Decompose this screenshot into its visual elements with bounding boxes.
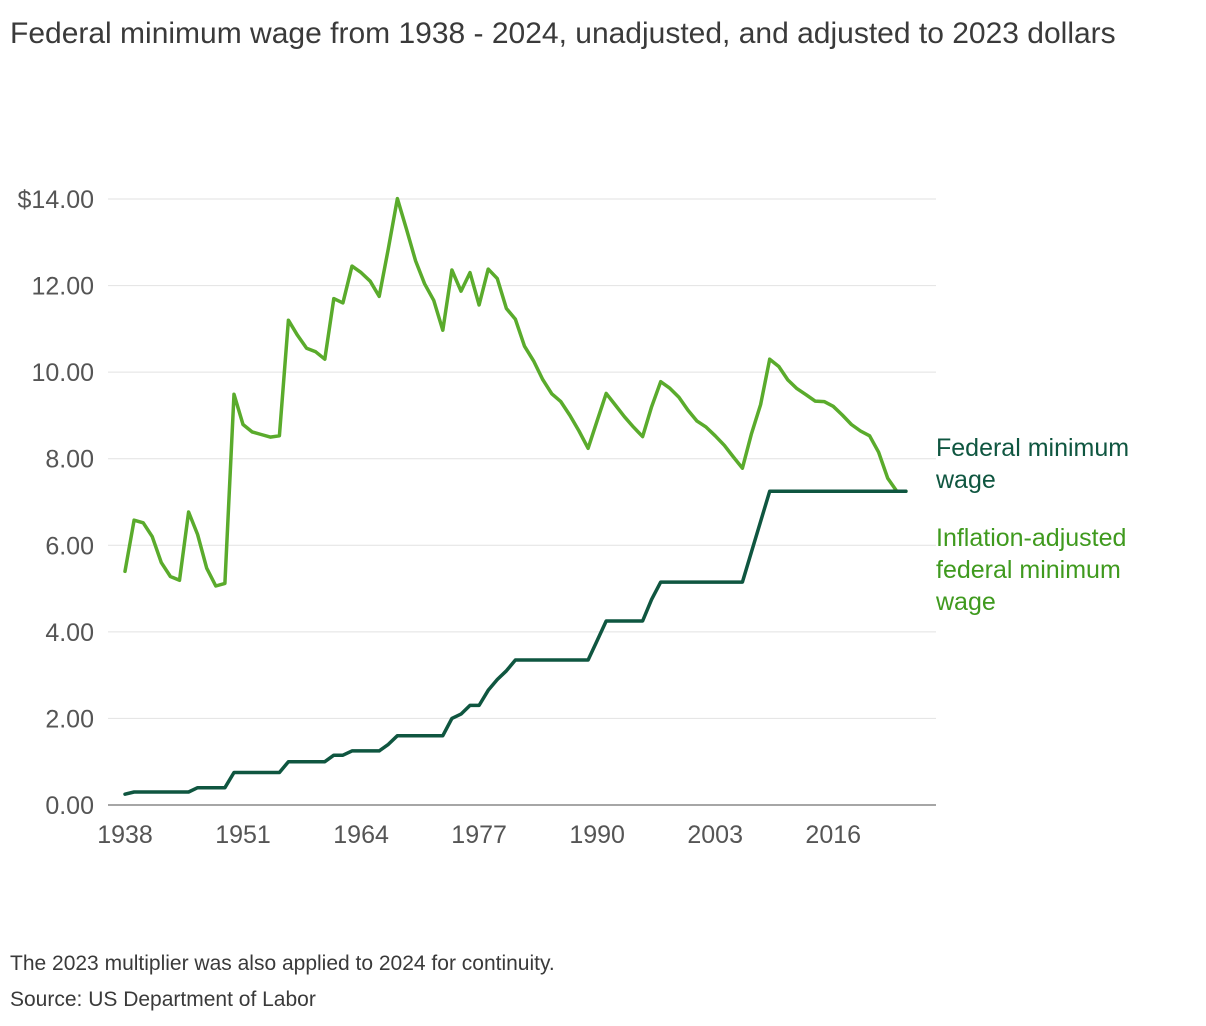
federal-minimum-wage-line [123,489,908,796]
x-tick-label: 1951 [215,821,271,849]
y-tick-label: 4.00 [45,619,94,647]
x-tick-label: 1977 [451,821,507,849]
inflation-adjusted-wage-label: Inflation-adjusted federal minimum wage [935,524,1126,616]
y-tick-label: 6.00 [45,532,94,560]
series-label-line: wage [935,466,996,494]
y-tick-label: $14.00 [18,186,94,214]
y-tick-label: 0.00 [45,792,94,820]
y-tick-label: 12.00 [31,273,94,301]
series-labels: Federal minimum wage Inflation-adjusted fed… [935,434,1129,616]
x-tick-label: 1938 [97,821,153,849]
series-label-line: Federal minimum [936,434,1129,462]
y-axis-ticks: 0.00 2.00 4.00 6.00 8.00 10.00 12.00 $14.00 [18,186,94,820]
x-tick-label: 1964 [333,821,389,849]
federal-minimum-wage-label: Federal minimum wage [935,434,1129,494]
x-axis-ticks: 1938 1951 1964 1977 1990 2003 2016 [97,821,861,849]
series-label-line: Inflation-adjusted [936,524,1126,552]
series-label-line: wage [935,588,996,616]
gridlines [108,198,936,719]
chart-title: Federal minimum wage from 1938 - 2024, u… [10,17,1116,50]
y-tick-label: 2.00 [45,705,94,733]
series-lines [123,196,908,796]
source-note: Source: US Department of Labor [10,988,316,1011]
x-tick-label: 1990 [569,821,625,849]
inflation-adjusted-wage-line [123,196,908,588]
y-tick-label: 8.00 [45,446,94,474]
x-tick-label: 2003 [687,821,743,849]
x-tick-label: 2016 [805,821,861,849]
series-label-line: federal minimum [936,556,1121,584]
footnote: The 2023 multiplier was also applied to … [10,952,555,975]
y-tick-label: 10.00 [31,359,94,387]
